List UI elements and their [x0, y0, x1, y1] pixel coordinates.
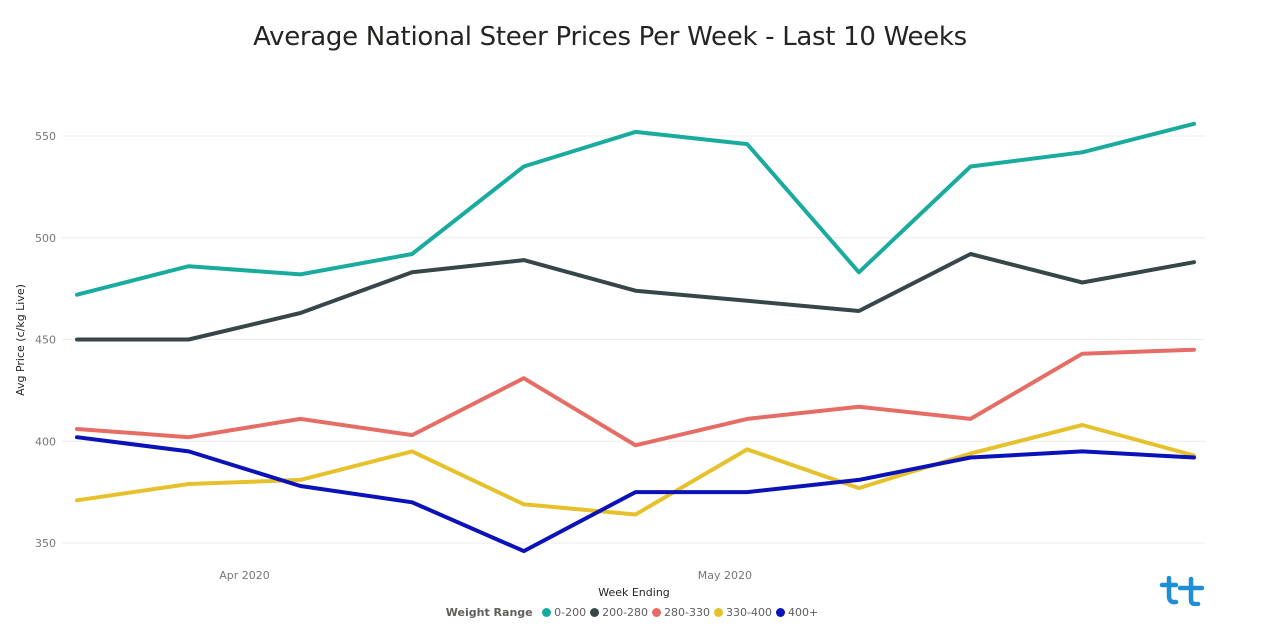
x-axis-title: Week Ending: [598, 586, 670, 599]
series-line-200-280[interactable]: [75, 252, 1196, 342]
y-tick-label: 450: [35, 334, 56, 347]
chart-title: Average National Steer Prices Per Week -…: [253, 22, 967, 52]
legend: Weight Range 0-200 200-280 280-330 330-400 4…: [0, 606, 1268, 619]
gridlines: [62, 135, 1205, 544]
series-line-400+[interactable]: [75, 435, 1196, 554]
y-tick-label: 400: [35, 435, 56, 448]
legend-item-280-330[interactable]: 280-330: [652, 606, 710, 619]
legend-dot-icon: [714, 608, 724, 617]
legend-title: Weight Range: [445, 606, 533, 619]
y-tick-label: 350: [35, 537, 56, 550]
y-tick-label: 550: [35, 130, 56, 143]
legend-label: 400+: [787, 606, 819, 619]
series-line-330-400[interactable]: [75, 423, 1196, 517]
legend-item-400+[interactable]: 400+: [775, 606, 819, 619]
series-line-280-330[interactable]: [75, 347, 1196, 448]
legend-label: 200-280: [602, 606, 649, 619]
legend-item-0-200[interactable]: 0-200: [542, 606, 586, 619]
legend-item-330-400[interactable]: 330-400: [714, 606, 772, 619]
y-axis-ticks: 350 400 450 500 550: [35, 130, 56, 550]
x-tick-label: May 2020: [698, 569, 752, 582]
brand-logo-icon: [1159, 576, 1205, 606]
series-lines[interactable]: [75, 121, 1196, 554]
legend-dot-icon: [542, 608, 552, 617]
x-tick-label: Apr 2020: [219, 569, 270, 582]
series-line-0-200[interactable]: [75, 121, 1196, 297]
legend-label: 280-330: [664, 606, 711, 619]
y-tick-label: 500: [35, 232, 56, 245]
y-axis-title: Avg Price (c/kg Live): [14, 284, 27, 396]
x-axis-ticks: Apr 2020 May 2020: [219, 569, 752, 582]
legend-label: 0-200: [554, 606, 587, 619]
legend-dot-icon: [590, 608, 600, 617]
legend-label: 330-400: [726, 606, 772, 619]
legend-dot-icon: [775, 608, 785, 617]
legend-item-200-280[interactable]: 200-280: [590, 606, 648, 619]
legend-dot-icon: [652, 608, 662, 617]
